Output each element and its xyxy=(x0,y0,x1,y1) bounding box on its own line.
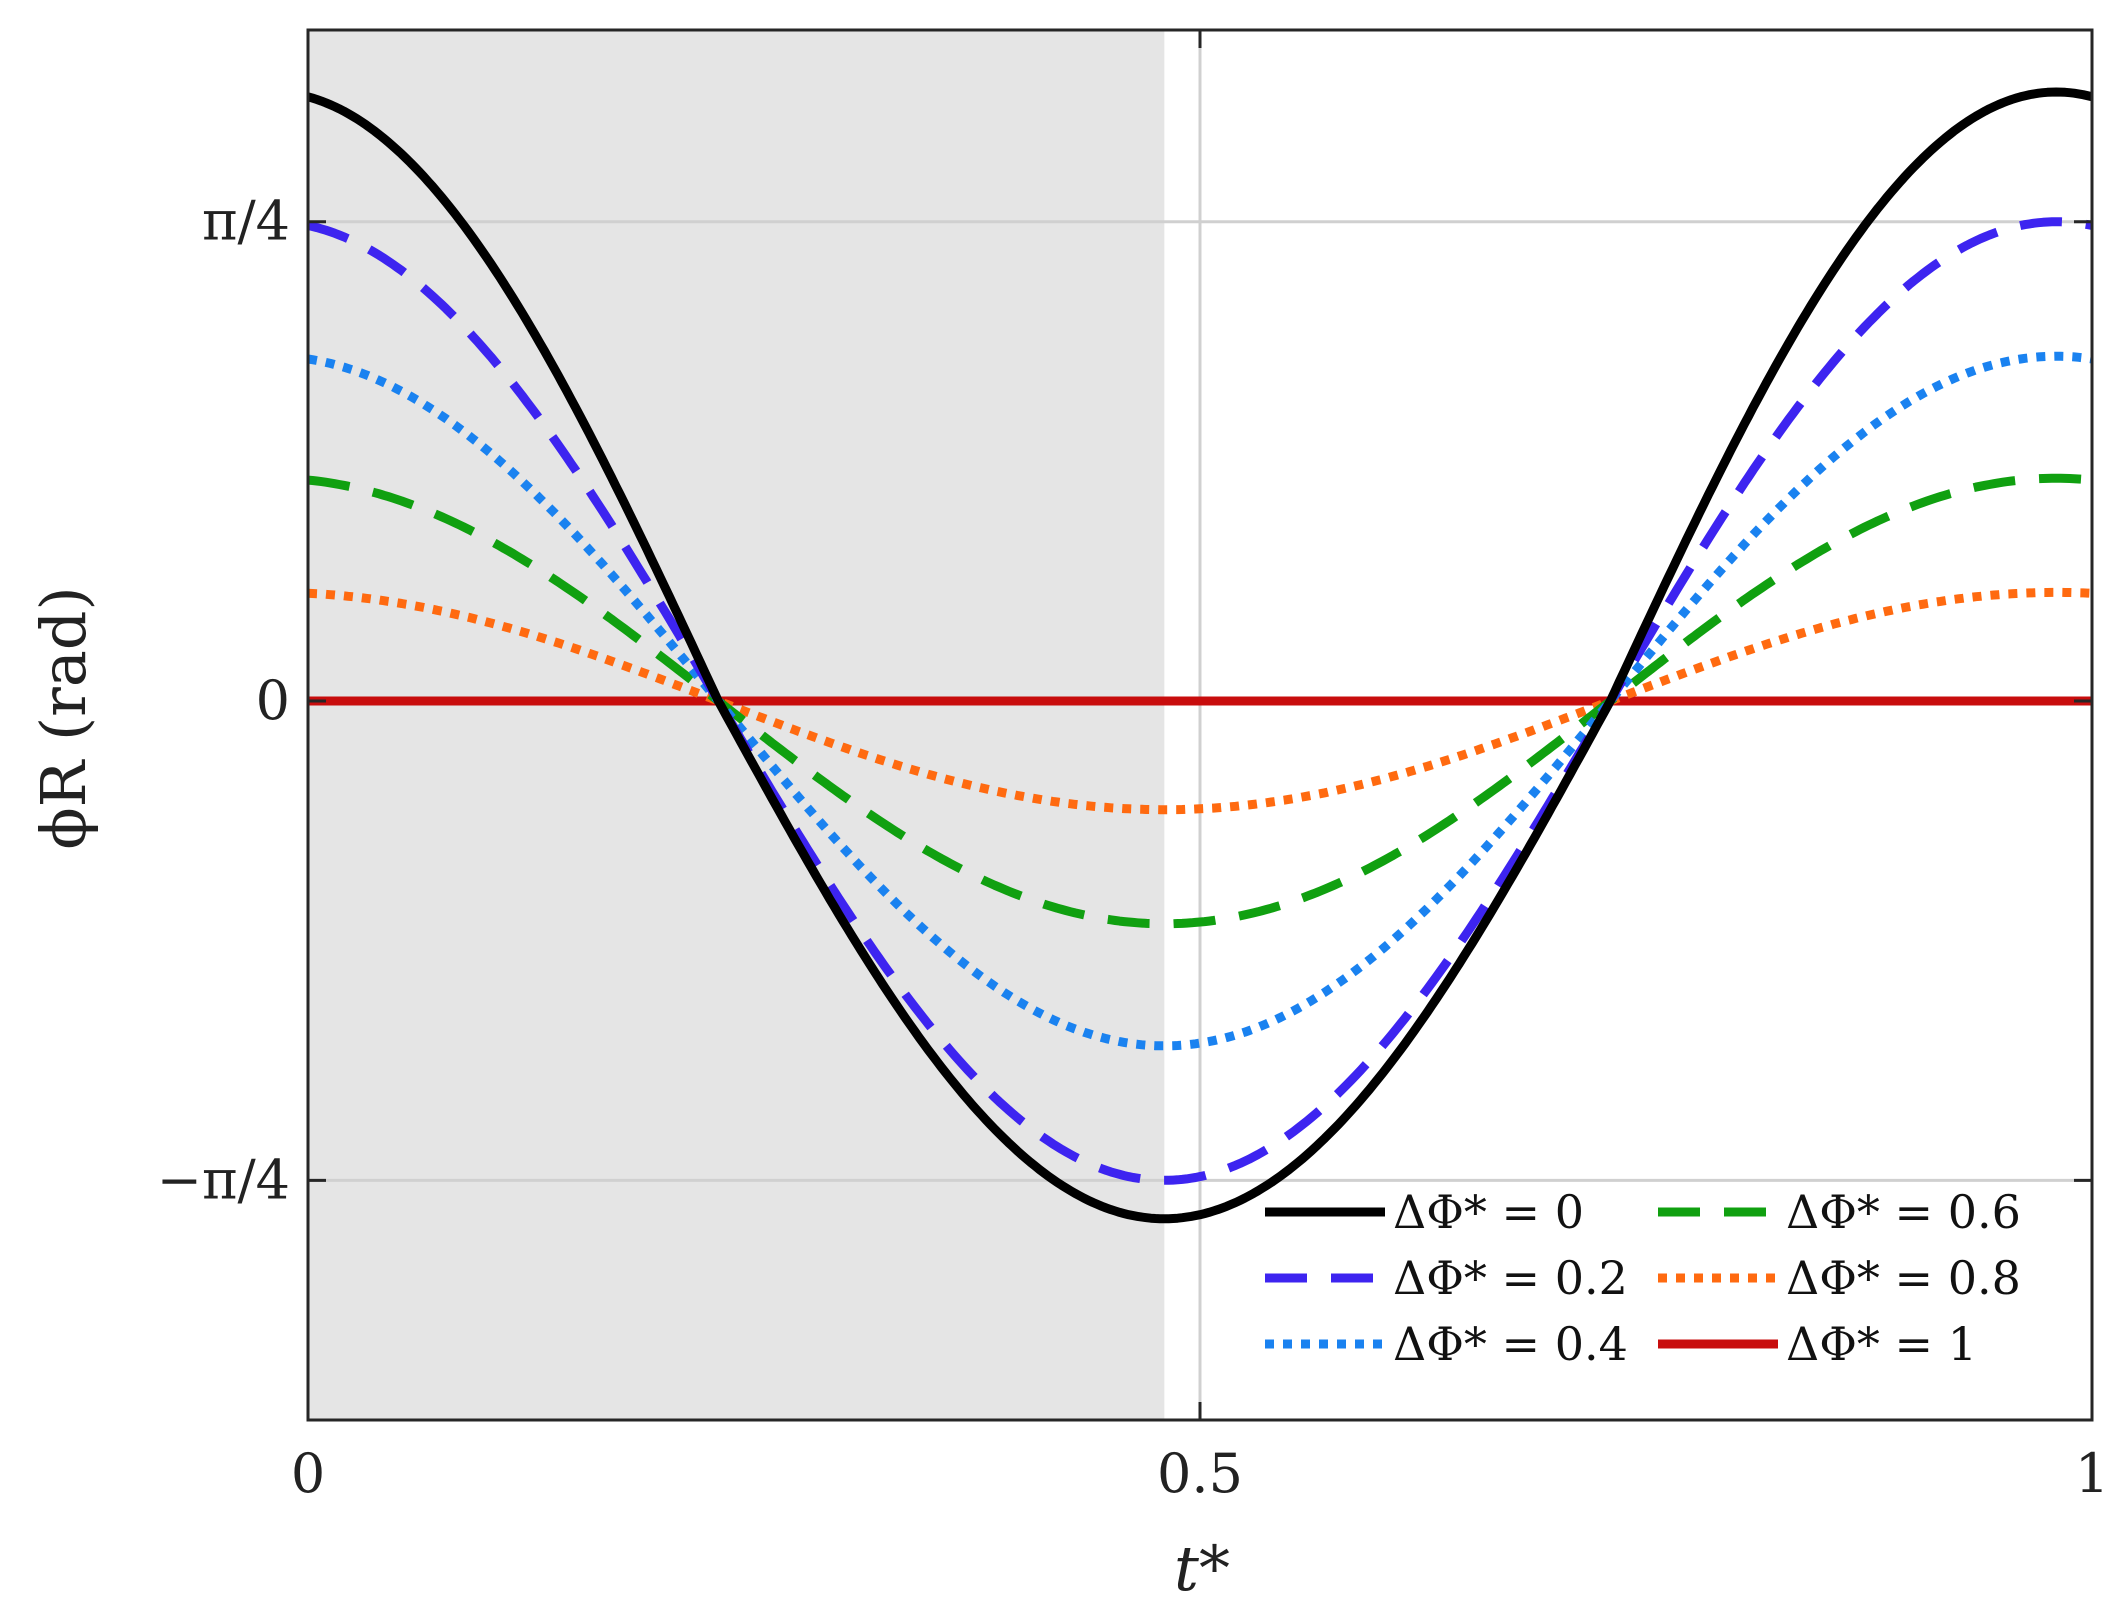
series-line xyxy=(307,473,2093,929)
y-tick-label: π/4 xyxy=(202,190,290,253)
x-tick-label: 1 xyxy=(2075,1442,2109,1505)
x-tick-label: 0 xyxy=(291,1442,325,1505)
legend-label: ΔΦ* = 0.8 xyxy=(1786,1251,2021,1305)
legend: ΔΦ* = 0 ΔΦ* = 0.2 ΔΦ* = 0.4 ΔΦ* = 0.6 ΔΦ* = … xyxy=(1265,1185,2021,1371)
y-axis-label: ϕR (rad) xyxy=(27,586,100,849)
x-tick-label: 0.5 xyxy=(1157,1442,1243,1505)
series-line xyxy=(307,217,2093,1185)
series-line xyxy=(307,351,2093,1051)
series-line xyxy=(307,587,2093,815)
series-line xyxy=(306,87,2094,1224)
axis-ticks: 0 0.5 1 −π/4 0 π/4 xyxy=(157,30,2109,1505)
y-tick-label: −π/4 xyxy=(157,1148,290,1211)
legend-label: ΔΦ* = 0.4 xyxy=(1393,1317,1628,1371)
y-tick-label: 0 xyxy=(256,669,290,732)
legend-label: ΔΦ* = 0.2 xyxy=(1393,1251,1628,1305)
legend-label: ΔΦ* = 0 xyxy=(1393,1185,1584,1239)
x-axis-label: t* xyxy=(1174,1532,1230,1605)
legend-label: ΔΦ* = 1 xyxy=(1786,1317,1977,1371)
legend-label: ΔΦ* = 0.6 xyxy=(1786,1185,2021,1239)
series-lines xyxy=(306,87,2094,1224)
